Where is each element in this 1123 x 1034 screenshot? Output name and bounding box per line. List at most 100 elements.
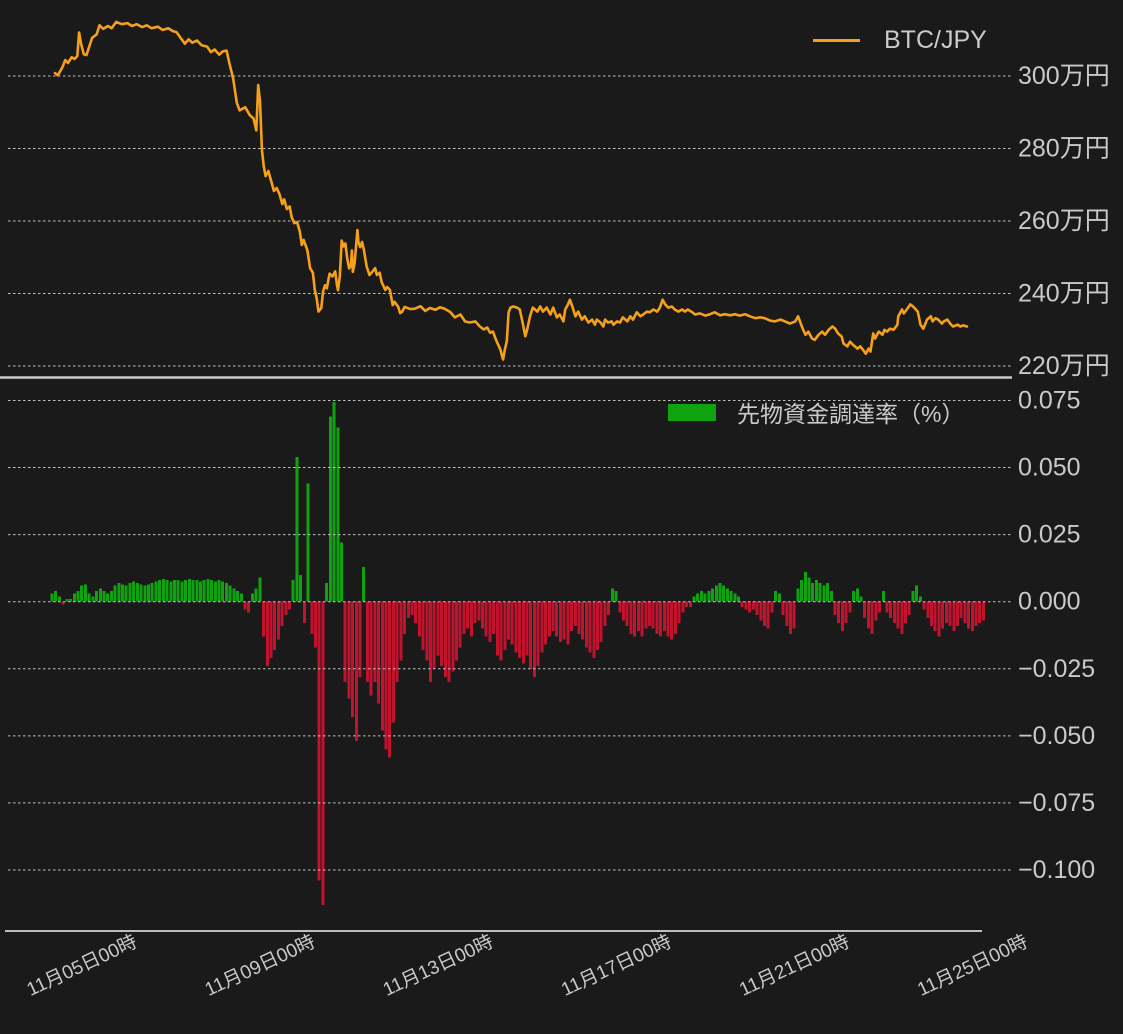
funding-rate-bar [117,582,121,602]
funding-rate-bar [922,601,926,610]
funding-rate-bar [280,601,284,626]
funding-rate-bar [603,601,607,626]
funding-rate-bar [191,580,195,602]
funding-rate-bar [588,601,592,653]
legend-funding-rate: 先物資金調達率（%） [668,395,964,429]
funding-rate-bar [688,601,692,608]
funding-rate-bar [339,542,343,602]
funding-rate-bar [80,585,84,602]
funding-rate-bar [236,590,240,602]
funding-rate-bar [774,590,778,602]
funding-rate-bar [132,581,136,602]
funding-rate-bar [981,601,985,621]
y-tick-label-price: 300万円 [1018,62,1110,90]
funding-rate-bar [54,590,58,602]
funding-rate-bar [551,601,555,632]
funding-rate-bar [276,601,280,640]
funding-rate-bar [347,601,351,699]
funding-rate-bar [874,601,878,621]
funding-rate-bar [184,580,188,602]
funding-rate-bar [941,601,945,629]
funding-rate-bar [458,601,462,648]
y-tick-label-funding: −0.100 [1018,856,1095,884]
funding-rate-bar [681,601,685,613]
funding-rate-bar [944,601,948,624]
funding-bars [50,401,985,905]
funding-rate-bar [759,601,763,621]
funding-rate-bar [614,590,618,602]
funding-rate-bar [425,601,429,661]
funding-rate-bar [904,601,908,624]
funding-rate-bar [625,601,629,626]
funding-rate-bar [967,601,971,629]
y-tick-label-funding: 0.075 [1018,386,1081,414]
funding-rate-bar [414,601,418,624]
funding-rate-bar [302,601,306,624]
funding-rate-bar [978,601,982,624]
funding-rate-bar [399,601,403,661]
funding-rate-bar [788,601,792,634]
funding-rate-bar [455,601,459,661]
funding-rate-bar [755,601,759,616]
funding-rate-bar [98,588,102,602]
funding-rate-bar [221,581,225,602]
funding-rate-bar [829,590,833,602]
y-tick-label-price: 280万円 [1018,135,1110,163]
funding-rate-bar [158,580,162,602]
funding-rate-bar [61,601,65,605]
funding-rate-bar [737,596,741,602]
funding-rate-bar [288,601,292,610]
funding-rate-bar [733,593,737,602]
funding-rate-bar [785,601,789,626]
funding-rate-bar [332,401,336,602]
funding-rate-bar [692,596,696,602]
funding-rate-bar [121,584,125,602]
funding-rate-bar [447,601,451,683]
funding-rate-bar [863,601,867,618]
funding-rate-bar [172,580,176,602]
funding-rate-bar [395,601,399,683]
funding-rate-bar [952,601,956,632]
funding-rate-bar [610,588,614,602]
funding-rate-bar [510,601,514,645]
funding-rate-bar [492,601,496,634]
funding-rate-bar [818,582,822,602]
x-tick-label: 11月05日00時 [23,931,140,1001]
funding-rate-bar [299,574,303,602]
y-axis-labels-top: 300万円 280万円 260万円 240万円 220万円 [1018,62,1110,380]
funding-rate-bar [640,601,644,637]
funding-rate-bar [633,601,637,637]
funding-rate-bar [109,590,113,602]
y-tick-label-funding: 0.000 [1018,588,1081,616]
funding-rate-bar [250,593,254,602]
funding-rate-bar [748,601,752,613]
funding-rate-bar [800,580,804,602]
funding-rate-bar [384,601,388,750]
funding-rate-bar [718,582,722,602]
funding-rate-bar [388,601,392,758]
funding-rate-bar [852,590,856,602]
funding-rate-bar [462,601,466,634]
btcjpy-legend-label: BTC/JPY [884,26,987,54]
funding-rate-bar [91,596,95,602]
funding-rate-bar [154,581,158,602]
funding-rate-bar [796,588,800,602]
funding-rate-bar [878,601,882,613]
funding-rate-bar [291,580,295,602]
funding-rate-bar [228,585,232,602]
funding-rate-bar [974,601,978,626]
funding-rate-bar [83,584,87,602]
funding-rate-bar [670,601,674,640]
funding-rate-bar [581,601,585,640]
funding-rate-bar [970,601,974,632]
legend-btcjpy: BTC/JPY [813,26,987,55]
funding-rate-bar [937,601,941,637]
funding-rate-bar [933,601,937,632]
funding-rate-bar [206,578,210,602]
funding-rate-bar [436,601,440,656]
funding-rate-bar [911,590,915,602]
funding-rate-bar [636,601,640,632]
funding-rate-bar [165,580,169,602]
funding-rate-bar [262,601,266,637]
